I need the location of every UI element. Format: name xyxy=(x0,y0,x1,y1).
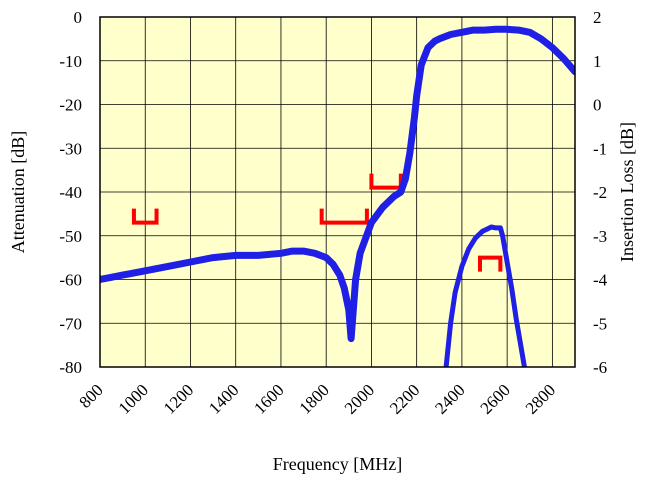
y-left-axis-label: Attenuation [dB] xyxy=(8,131,28,253)
y-left-tick-label: -60 xyxy=(59,271,82,290)
y-right-axis-label: Insertion Loss [dB] xyxy=(617,122,637,262)
y-right-tick-label: 1 xyxy=(593,52,602,71)
y-left-tick-label: -20 xyxy=(59,96,82,115)
y-right-tick-label: -2 xyxy=(593,183,607,202)
spec-mark xyxy=(131,208,159,225)
x-tick-label: 1000 xyxy=(115,380,152,417)
y-left-tick-label: -10 xyxy=(59,52,82,71)
spec-mark xyxy=(478,255,503,272)
x-tick-label: 2200 xyxy=(386,380,423,417)
x-tick-labels: 800 1000 1200 1400 1600 1800 2000 2200 2400 2600 2… xyxy=(75,380,559,417)
x-axis-label: Frequency [MHz] xyxy=(273,454,402,474)
plot-frame xyxy=(99,16,576,368)
x-tick-label: 1800 xyxy=(296,380,333,417)
x-tick-label: 2600 xyxy=(476,380,513,417)
y-right-tick-label: -5 xyxy=(593,314,607,333)
spec-marks xyxy=(131,173,503,272)
y-left-tick-label: -80 xyxy=(59,358,82,377)
y-left-tick-label: -40 xyxy=(59,183,82,202)
spec-mark xyxy=(369,173,403,190)
x-tick-label: 1200 xyxy=(160,380,197,417)
y-right-tick-label: -4 xyxy=(593,271,608,290)
y-left-tick-label: -50 xyxy=(59,227,82,246)
x-tick-label: 1400 xyxy=(205,380,242,417)
y-left-tick-label: -70 xyxy=(59,314,82,333)
y-right-tick-label: 0 xyxy=(593,96,602,115)
attenuation-curve xyxy=(100,25,575,343)
spec-mark xyxy=(319,208,369,225)
x-tick-label: 2800 xyxy=(522,380,559,417)
x-tick-label: 2400 xyxy=(431,380,468,417)
y-left-tick-label: 0 xyxy=(74,8,83,27)
x-tick-label: 2000 xyxy=(341,380,378,417)
y-right-tick-label: -6 xyxy=(593,358,607,377)
y-right-tick-label: -3 xyxy=(593,227,607,246)
x-tick-label: 800 xyxy=(75,380,106,411)
y-right-tick-labels: 2 1 0 -1 -2 -3 -4 -5 -6 xyxy=(593,8,608,377)
insertion-loss-curve xyxy=(443,224,527,367)
y-right-tick-label: 2 xyxy=(593,8,602,27)
y-left-tick-labels: 0 -10 -20 -30 -40 -50 -60 -70 -80 xyxy=(59,8,82,377)
y-left-tick-label: -30 xyxy=(59,139,82,158)
series xyxy=(100,25,575,367)
y-right-tick-label: -1 xyxy=(593,139,607,158)
x-tick-label: 1600 xyxy=(250,380,287,417)
